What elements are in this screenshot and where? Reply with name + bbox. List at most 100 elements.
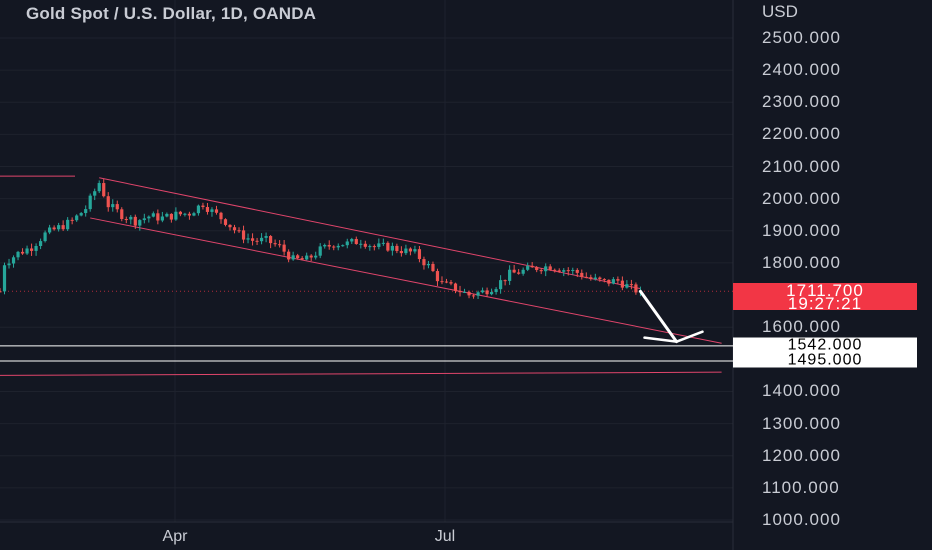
candle-body	[201, 205, 205, 208]
y-tick-label: 1300.000	[762, 413, 841, 433]
candle-body	[48, 227, 52, 233]
candle-body	[593, 277, 597, 280]
candle-body	[517, 272, 521, 274]
candle-body	[489, 292, 494, 295]
x-tick-label: Apr	[162, 528, 188, 545]
bar-countdown: 19:27:21	[787, 294, 863, 313]
candle-body	[178, 211, 182, 215]
candle-body	[341, 245, 345, 247]
candle-body	[508, 269, 512, 281]
candle-body	[521, 269, 525, 274]
candle-body	[309, 255, 313, 258]
candle-body	[462, 291, 467, 293]
candle-body	[449, 282, 453, 284]
candle-body	[548, 266, 552, 270]
candle-body	[440, 281, 444, 283]
candle-body	[169, 213, 173, 220]
currency-label: USD	[762, 2, 798, 21]
candle-body	[147, 216, 151, 219]
candle-body	[444, 281, 449, 283]
candle-body	[629, 284, 633, 286]
channel-middle-line	[90, 217, 722, 344]
candle-body	[255, 240, 259, 242]
y-tick-label: 1000.000	[762, 510, 841, 529]
candle-body	[553, 269, 557, 271]
candle-body	[526, 265, 530, 270]
candle-body	[503, 280, 507, 282]
y-tick-label: 1800.000	[762, 252, 841, 272]
candle-body	[453, 283, 458, 291]
candle-body	[426, 263, 431, 266]
candle-body	[174, 211, 178, 220]
candle-body	[359, 243, 363, 245]
candle-body	[368, 246, 372, 248]
y-tick-label: 1100.000	[762, 477, 840, 497]
candle-body	[264, 236, 268, 238]
candle-body	[38, 241, 43, 246]
candle-body	[25, 248, 29, 254]
candle-body	[575, 269, 579, 273]
candle-body	[422, 259, 426, 266]
candle-body	[7, 263, 11, 266]
forecast-arrow-head	[643, 330, 704, 343]
candle-body	[57, 225, 61, 230]
candle-body	[323, 244, 327, 247]
candle-body	[66, 219, 70, 230]
candle-body	[467, 291, 471, 296]
candle-body	[354, 238, 358, 245]
candle-body	[187, 213, 192, 216]
candle-body	[314, 255, 318, 258]
y-tick-label: 2200.000	[762, 124, 841, 144]
candle-body	[160, 216, 164, 221]
candle-body	[205, 207, 210, 212]
candle-body	[512, 269, 516, 273]
candle-body	[494, 289, 498, 293]
candle-body	[390, 245, 394, 251]
candle-body	[219, 212, 223, 220]
candle-body	[544, 266, 548, 272]
candle-body	[336, 245, 340, 248]
candle-body	[471, 295, 476, 297]
candle-body	[363, 243, 367, 247]
candle-body	[0, 291, 2, 293]
candle-body	[29, 248, 34, 251]
candle-body	[399, 251, 403, 254]
candle-body	[259, 237, 264, 242]
candle-body	[124, 219, 128, 221]
candle-body	[386, 242, 390, 251]
candle-body	[616, 279, 620, 281]
candle-body	[620, 280, 624, 288]
y-tick-label: 2400.000	[762, 60, 841, 80]
y-tick-label: 2300.000	[762, 92, 841, 112]
candle-body	[223, 219, 228, 225]
candle-body	[250, 238, 255, 241]
overlay	[638, 289, 704, 344]
candle-body	[2, 265, 7, 292]
candle-body	[228, 224, 232, 228]
x-tick-label: Jul	[434, 528, 456, 545]
candle-body	[435, 271, 440, 282]
candle-body	[377, 243, 381, 247]
candle-body	[88, 195, 92, 210]
candle-body	[431, 263, 435, 272]
candle-body	[562, 270, 566, 272]
candle-body	[246, 238, 250, 240]
candle-body	[273, 243, 277, 245]
level-badge-1495: 1495.000	[733, 352, 917, 368]
candle-body	[232, 227, 237, 231]
candle-body	[625, 284, 629, 288]
candle-body	[237, 230, 241, 232]
y-tick-label: 1400.000	[762, 381, 841, 401]
candle-body	[129, 216, 133, 220]
candle-body	[156, 213, 160, 221]
candle-body	[350, 238, 354, 242]
candle-body	[241, 230, 246, 240]
candle-body	[327, 244, 331, 247]
candle-body	[11, 257, 16, 264]
candle-body	[535, 267, 539, 271]
candle-body	[404, 248, 408, 254]
candle-body	[214, 209, 219, 213]
candle-body	[75, 215, 79, 221]
candle-body	[183, 213, 187, 215]
